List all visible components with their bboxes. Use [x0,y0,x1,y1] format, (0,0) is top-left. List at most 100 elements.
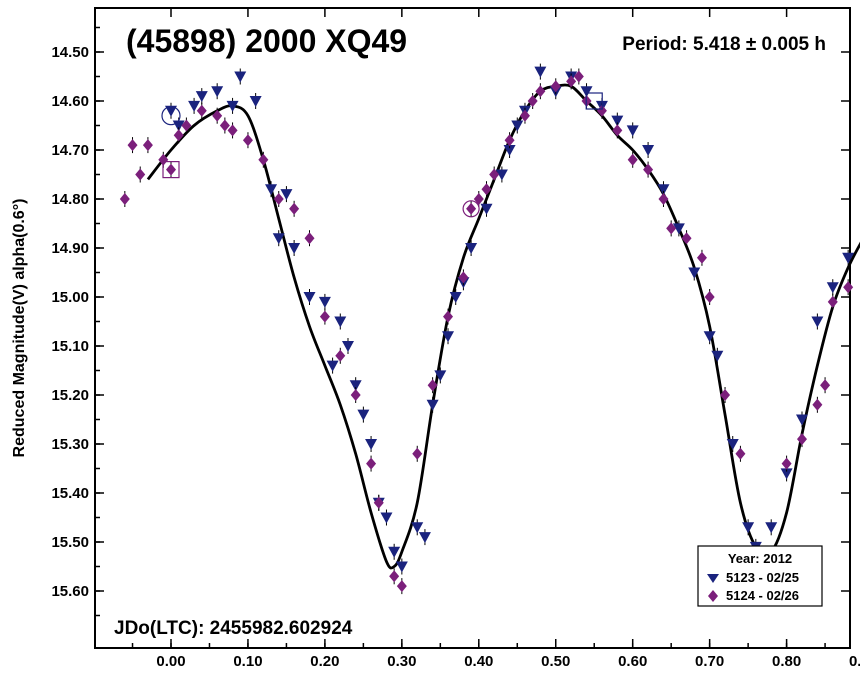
data-point-5124 [166,163,176,176]
data-point-5124 [612,124,623,137]
data-point-5124 [396,580,407,593]
data-point-5123 [688,267,701,279]
data-point-5123 [742,522,755,534]
data-point-5124 [335,349,346,362]
x-tick-label: 0.60 [618,653,647,670]
data-point-5123 [795,414,808,426]
x-tick-label: 0.70 [695,653,724,670]
data-point-5124 [681,232,692,245]
y-axis-label: Reduced Magnitude(V) alpha(0.6°) [11,199,28,458]
legend-entry-5123: 5123 - 02/25 [726,570,799,585]
data-point-5123 [265,184,278,196]
data-point-5123 [580,86,593,98]
x-tick-label: 0.50 [541,653,570,670]
data-point-5123 [703,331,716,343]
data-point-5123 [611,115,624,127]
data-point-5124 [196,104,207,117]
data-point-5123 [442,331,455,343]
data-point-5123 [657,184,670,196]
x-tick-label: 0.20 [310,653,339,670]
data-point-5124 [227,124,238,137]
data-point-5124 [596,104,607,117]
x-tick-label: 0.40 [464,653,493,670]
data-point-5124 [573,70,584,83]
legend-title: Year: 2012 [728,551,792,566]
data-point-5123 [326,360,339,372]
data-point-5124 [319,310,330,323]
data-point-5124 [142,139,153,152]
epoch-label: JDo(LTC): 2455982.602924 [114,618,353,639]
data-point-5123 [411,522,424,534]
data-point-5124 [696,251,707,264]
data-point-5124 [304,232,315,245]
circled-point [161,106,181,126]
data-point-5124 [504,134,515,147]
data-point-5124 [704,291,715,303]
data-point-5123 [465,243,478,254]
x-tick-label: 0.00 [156,653,185,670]
data-point-5124 [820,379,831,392]
data-point-5123 [418,532,431,544]
data-point-5123 [811,316,824,328]
data-point-5123 [495,169,508,181]
y-tick-label: 14.60 [51,93,89,110]
legend-marker-5124 [708,590,718,602]
data-point-5124 [781,457,792,470]
data-point-5124 [158,153,169,166]
data-point-5123 [449,292,462,303]
data-point-5124 [827,295,838,308]
data-point-5124 [119,193,130,205]
data-point-5123 [226,100,239,112]
data-point-5124 [389,570,400,583]
period-label: Period: 5.418 ± 0.005 h [622,34,826,55]
y-tick-label: 15.40 [51,485,89,502]
data-point-5123 [272,233,285,245]
data-point-5124 [458,271,469,284]
y-tick-label: 14.90 [51,240,89,257]
data-point-5124 [289,202,300,215]
data-point-5124 [643,163,654,176]
data-point-5123 [511,120,524,132]
y-tick-label: 14.50 [51,44,89,61]
data-point-5124 [173,129,184,142]
boxed-point [162,161,180,179]
legend-entry-5124: 5124 - 02/26 [726,588,799,603]
data-point-5123 [480,203,493,215]
data-point-5124 [212,109,223,122]
y-tick-label: 14.80 [51,191,89,208]
legend-marker-5123 [707,574,719,583]
y-tick-label: 15.30 [51,436,89,453]
data-point-5124 [219,119,230,132]
data-point-5123 [195,91,208,103]
y-axis: 14.50 14.60 14.70 14.80 14.90 15.00 15.10 15.20… [51,26,850,617]
x-tick-label: 0.10 [233,653,262,670]
y-tick-label: 15.50 [51,534,89,551]
y-tick-label: 15.60 [51,583,89,600]
data-point-5124 [412,447,423,460]
data-point-5123 [642,145,655,156]
data-point-5124 [427,379,438,392]
data-point-5123 [288,243,301,254]
data-point-5123 [434,370,447,382]
data-point-5124 [466,202,477,215]
data-point-5123 [765,522,778,534]
y-tick-label: 15.20 [51,387,89,404]
data-point-5124 [273,193,284,205]
y-tick-label: 15.00 [51,289,89,306]
boxed-point [585,92,603,110]
data-point-5123 [380,512,393,524]
data-point-5124 [666,222,677,235]
data-point-5123 [341,341,354,352]
data-point-5123 [249,96,262,107]
data-point-5123 [711,350,724,362]
y-tick-label: 15.10 [51,338,89,355]
data-point-5123 [349,380,362,392]
data-point-5124 [550,80,561,93]
legend: Year: 2012 5123 - 02/25 5124 - 02/26 [697,545,823,607]
y-tick-label: 14.70 [51,142,89,159]
chart-title: (45898) 2000 XQ49 [126,23,407,59]
data-point-5124 [566,75,577,88]
data-point-5124 [242,134,253,147]
data-point-5124 [535,85,546,98]
